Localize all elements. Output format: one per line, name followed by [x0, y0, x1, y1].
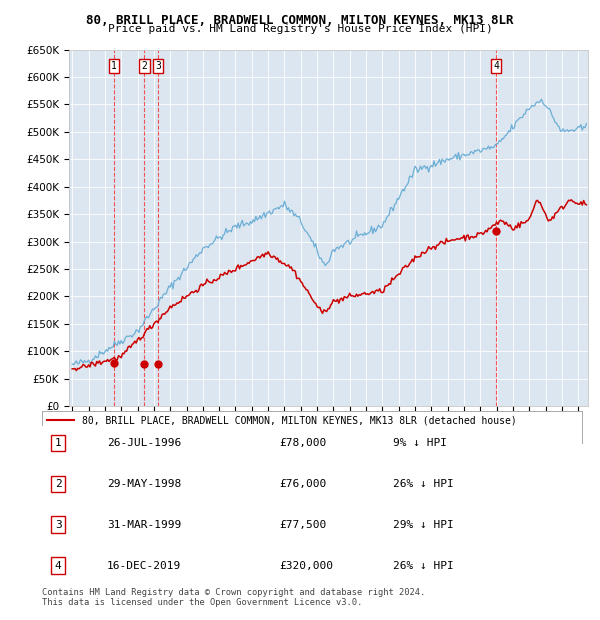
Text: 3: 3 [55, 520, 62, 530]
Text: 1: 1 [55, 438, 62, 448]
Text: 29-MAY-1998: 29-MAY-1998 [107, 479, 181, 489]
Text: £76,000: £76,000 [280, 479, 327, 489]
Text: 26% ↓ HPI: 26% ↓ HPI [393, 560, 454, 571]
Text: 16-DEC-2019: 16-DEC-2019 [107, 560, 181, 571]
Text: 29% ↓ HPI: 29% ↓ HPI [393, 520, 454, 530]
Text: 2: 2 [142, 61, 147, 71]
Text: 31-MAR-1999: 31-MAR-1999 [107, 520, 181, 530]
Text: 3: 3 [155, 61, 161, 71]
Text: 1: 1 [111, 61, 117, 71]
Text: 2: 2 [55, 479, 62, 489]
Text: Contains HM Land Registry data © Crown copyright and database right 2024.
This d: Contains HM Land Registry data © Crown c… [42, 588, 425, 607]
Text: HPI: Average price, detached house, Milton Keynes: HPI: Average price, detached house, Milt… [83, 431, 370, 441]
Text: 26-JUL-1996: 26-JUL-1996 [107, 438, 181, 448]
Text: £78,000: £78,000 [280, 438, 327, 448]
Text: 4: 4 [493, 61, 499, 71]
Text: £77,500: £77,500 [280, 520, 327, 530]
Text: 26% ↓ HPI: 26% ↓ HPI [393, 479, 454, 489]
Text: 80, BRILL PLACE, BRADWELL COMMON, MILTON KEYNES, MK13 8LR: 80, BRILL PLACE, BRADWELL COMMON, MILTON… [86, 14, 514, 27]
Text: 80, BRILL PLACE, BRADWELL COMMON, MILTON KEYNES, MK13 8LR (detached house): 80, BRILL PLACE, BRADWELL COMMON, MILTON… [83, 415, 517, 425]
Text: 4: 4 [55, 560, 62, 571]
Text: Price paid vs. HM Land Registry's House Price Index (HPI): Price paid vs. HM Land Registry's House … [107, 24, 493, 33]
Text: 9% ↓ HPI: 9% ↓ HPI [393, 438, 447, 448]
Text: £320,000: £320,000 [280, 560, 334, 571]
